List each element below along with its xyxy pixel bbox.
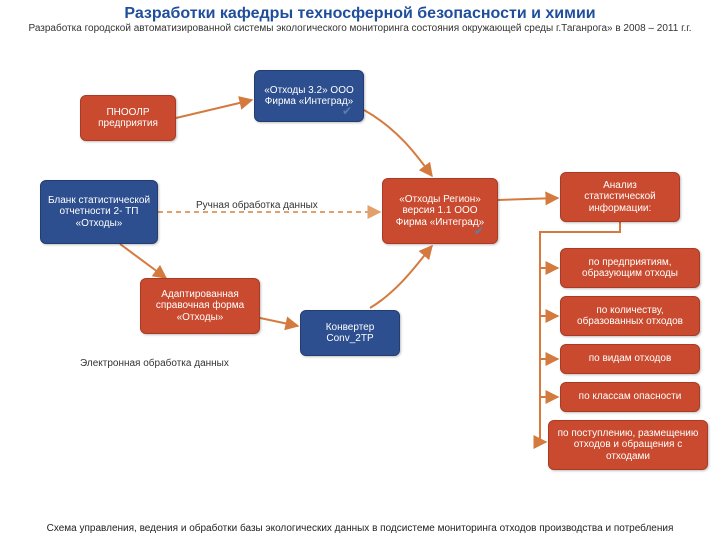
edge-6 — [498, 198, 558, 200]
node-conv: Конвертер Conv_2TP — [300, 310, 400, 356]
edge-3 — [120, 244, 166, 278]
label-manual: Ручная обработка данных — [196, 200, 318, 211]
edge-1 — [364, 110, 432, 176]
edge-0 — [176, 100, 252, 118]
node-by_flow: по поступлению, размещению отходов и обр… — [548, 420, 708, 470]
wing-icon: ✔ — [342, 104, 352, 118]
label-electronic: Электронная обработка данных — [80, 358, 229, 369]
edge-4 — [260, 318, 298, 326]
node-pnoolr: ПНООЛР предприятия — [80, 95, 176, 141]
page-subtitle: Разработка городской автоматизированной … — [0, 23, 720, 35]
edge-5 — [370, 246, 432, 308]
caption: Схема управления, ведения и обработки ба… — [0, 523, 720, 534]
node-analysis: Анализ статистической информации: — [560, 172, 680, 222]
node-adapt: Адаптированная справочная форма «Отходы» — [140, 278, 260, 334]
wing-icon: ✔ — [474, 224, 484, 238]
node-by_type: по видам отходов — [560, 344, 700, 374]
node-by_class: по классам опасности — [560, 382, 700, 412]
page-title: Разработки кафедры техносферной безопасн… — [0, 0, 720, 23]
node-by_qty: по количеству, образованных отходов — [560, 296, 700, 336]
node-blank: Бланк статистической отчетности 2- ТП «О… — [40, 180, 158, 244]
node-by_ent: по предприятиям, образующим отходы — [560, 248, 700, 288]
diagram-canvas: ПНООЛР предприятия«Отходы 3.2» ООО Фирма… — [0, 60, 720, 500]
